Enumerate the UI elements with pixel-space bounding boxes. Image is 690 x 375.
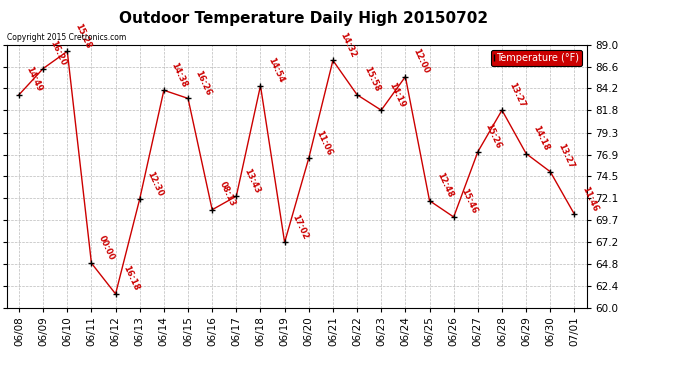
Text: 15:26: 15:26 — [484, 122, 503, 150]
Text: 12:00: 12:00 — [411, 47, 431, 75]
Text: 15:58: 15:58 — [363, 65, 382, 93]
Text: 00:00: 00:00 — [97, 234, 117, 262]
Text: 14:49: 14:49 — [25, 65, 44, 93]
Text: 12:30: 12:30 — [146, 170, 165, 198]
Text: 14:54: 14:54 — [266, 56, 286, 84]
Text: 11:46: 11:46 — [580, 185, 600, 213]
Legend: Temperature (°F): Temperature (°F) — [491, 50, 582, 66]
Text: 08:13: 08:13 — [218, 180, 237, 209]
Text: 14:38: 14:38 — [170, 61, 189, 89]
Text: 12:48: 12:48 — [435, 171, 455, 199]
Text: 16:20: 16:20 — [49, 39, 68, 67]
Text: 14:32: 14:32 — [339, 31, 358, 59]
Text: 13:27: 13:27 — [508, 81, 527, 109]
Text: 17:02: 17:02 — [290, 213, 310, 241]
Text: 15:46: 15:46 — [460, 188, 479, 216]
Text: 11:06: 11:06 — [315, 129, 334, 157]
Text: 14:19: 14:19 — [387, 81, 406, 109]
Text: 14:18: 14:18 — [532, 124, 551, 152]
Text: 16:18: 16:18 — [121, 264, 141, 292]
Text: 16:26: 16:26 — [194, 69, 213, 97]
Text: Outdoor Temperature Daily High 20150702: Outdoor Temperature Daily High 20150702 — [119, 11, 488, 26]
Text: 15:28: 15:28 — [73, 22, 92, 50]
Text: Copyright 2015 Cretronics.com: Copyright 2015 Cretronics.com — [7, 33, 126, 42]
Text: 13:43: 13:43 — [242, 167, 262, 195]
Text: 13:27: 13:27 — [556, 142, 575, 170]
